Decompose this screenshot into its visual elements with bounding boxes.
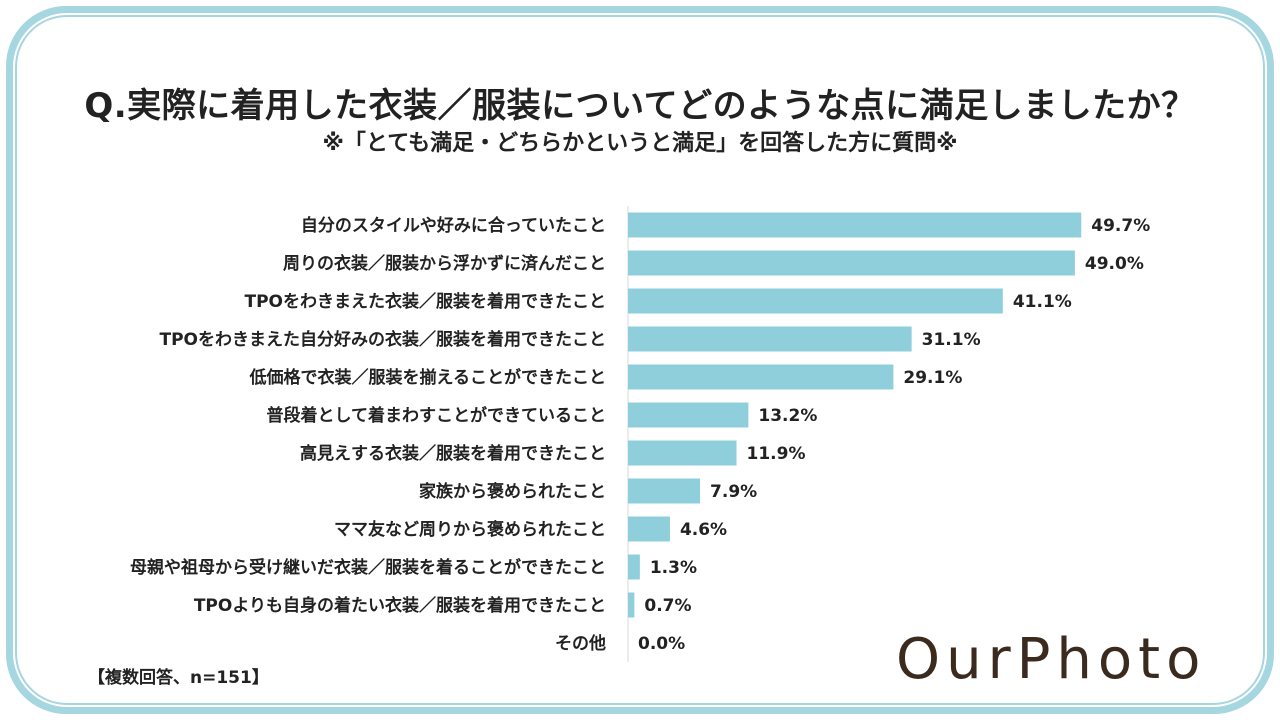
category-label: 母親や祖母から受け継いだ衣装／服装を着ることができたこと bbox=[130, 557, 606, 578]
bar bbox=[628, 516, 670, 542]
value-label: 49.0% bbox=[1085, 254, 1144, 274]
bars-group: 自分のスタイルや好みに合っていたこと 49.7% 周りの衣装／服装から浮かずに済んだ… bbox=[130, 212, 1150, 654]
category-label: 高見えする衣装／服装を着用できたこと bbox=[300, 443, 606, 464]
chart-subtitle: ※「とても満足・どちらかというと満足」を回答した方に質問※ bbox=[322, 131, 958, 156]
category-label: TPOをわきまえた衣装／服装を着用できたこと bbox=[244, 291, 606, 312]
value-label: 29.1% bbox=[903, 368, 962, 388]
value-label: 31.1% bbox=[922, 330, 981, 350]
chart-title: Q.実際に着用した衣装／服装についてどのような点に満足しましたか？ bbox=[84, 86, 1196, 126]
value-label: 11.9% bbox=[747, 444, 806, 464]
footnote: 【複数回答、n=151】 bbox=[88, 668, 269, 688]
value-label: 49.7% bbox=[1091, 216, 1150, 236]
category-label: 普段着として着まわすことができていること bbox=[267, 405, 607, 426]
bar bbox=[628, 250, 1075, 276]
value-label: 0.7% bbox=[644, 596, 691, 616]
bar bbox=[628, 212, 1082, 238]
category-label: 低価格で衣装／服装を揃えることができたこと bbox=[249, 367, 607, 388]
value-label: 7.9% bbox=[710, 482, 757, 502]
category-label: 家族から褒められたこと bbox=[419, 481, 606, 502]
bar bbox=[628, 478, 701, 504]
value-label: 13.2% bbox=[758, 406, 817, 426]
bar bbox=[628, 592, 635, 618]
category-label: TPOをわきまえた自分好みの衣装／服装を着用できたこと bbox=[159, 329, 606, 350]
category-label: ママ友など周りから褒められたこと bbox=[334, 519, 606, 540]
bar bbox=[628, 364, 894, 390]
bar bbox=[628, 326, 912, 352]
value-label: 4.6% bbox=[680, 520, 727, 540]
category-label: 自分のスタイルや好みに合っていたこと bbox=[301, 215, 606, 236]
category-label: TPOよりも自身の着たい衣装／服装を着用できたこと bbox=[194, 595, 606, 616]
value-label: 1.3% bbox=[650, 558, 697, 578]
ourphoto-logo: OurPhoto bbox=[896, 627, 1207, 692]
bar bbox=[628, 288, 1003, 314]
bar bbox=[628, 402, 749, 428]
category-label: 周りの衣装／服装から浮かずに済んだこと bbox=[283, 253, 606, 274]
bar bbox=[628, 440, 737, 466]
value-label: 0.0% bbox=[638, 634, 685, 654]
value-label: 41.1% bbox=[1013, 292, 1072, 312]
inner-frame bbox=[17, 17, 1263, 703]
category-label: その他 bbox=[555, 633, 606, 654]
bar bbox=[628, 554, 640, 580]
